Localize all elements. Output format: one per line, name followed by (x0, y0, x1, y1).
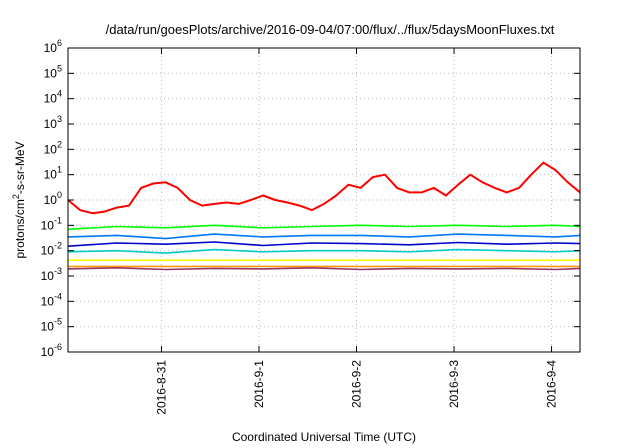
x-tick-label: 2016-9-1 (252, 360, 266, 408)
y-tick-label: 10-3 (41, 266, 62, 283)
y-tick-label: 10-5 (41, 317, 62, 334)
y-tick-label: 105 (44, 63, 62, 80)
grid-lines (68, 48, 580, 352)
y-axis-ticks: 10-6 10-5 10-4 10-3 10-2 10-1 100 101 102 103 104 1… (41, 38, 580, 359)
x-tick-label: 2016-9-2 (350, 360, 364, 408)
x-tick-label: 2016-9-4 (545, 360, 559, 408)
x-tick-label: 2016-8-31 (154, 360, 168, 415)
series-line-3 (67, 241, 581, 247)
x-axis-ticks: 2016-8-31 2016-9-1 2016-9-2 2016-9-3 2016-9-… (154, 48, 559, 415)
x-axis-label: Coordinated Universal Time (UTC) (232, 430, 416, 444)
y-tick-label: 10-6 (41, 342, 62, 359)
series-line-7 (67, 266, 581, 271)
series-line-4 (67, 248, 581, 254)
series-line-1 (67, 224, 581, 231)
y-tick-label: 106 (44, 38, 62, 55)
series-line-0 (67, 161, 581, 215)
y-tick-label: 102 (44, 139, 62, 156)
series-group (67, 161, 581, 271)
series-line-2 (67, 233, 581, 240)
chart-title: /data/run/goesPlots/archive/2016-09-04/0… (106, 22, 555, 37)
x-tick-label: 2016-9-3 (447, 360, 461, 408)
y-tick-label: 10-4 (41, 291, 62, 308)
y-axis-label: protons/cm2-s-sr-MeV (11, 141, 27, 258)
y-tick-label: 10-1 (41, 215, 62, 232)
y-tick-label: 103 (44, 114, 62, 131)
y-tick-label: 104 (44, 89, 62, 106)
y-tick-label: 10-2 (41, 241, 62, 258)
y-tick-label: 101 (44, 165, 62, 182)
y-tick-label: 100 (44, 190, 62, 207)
